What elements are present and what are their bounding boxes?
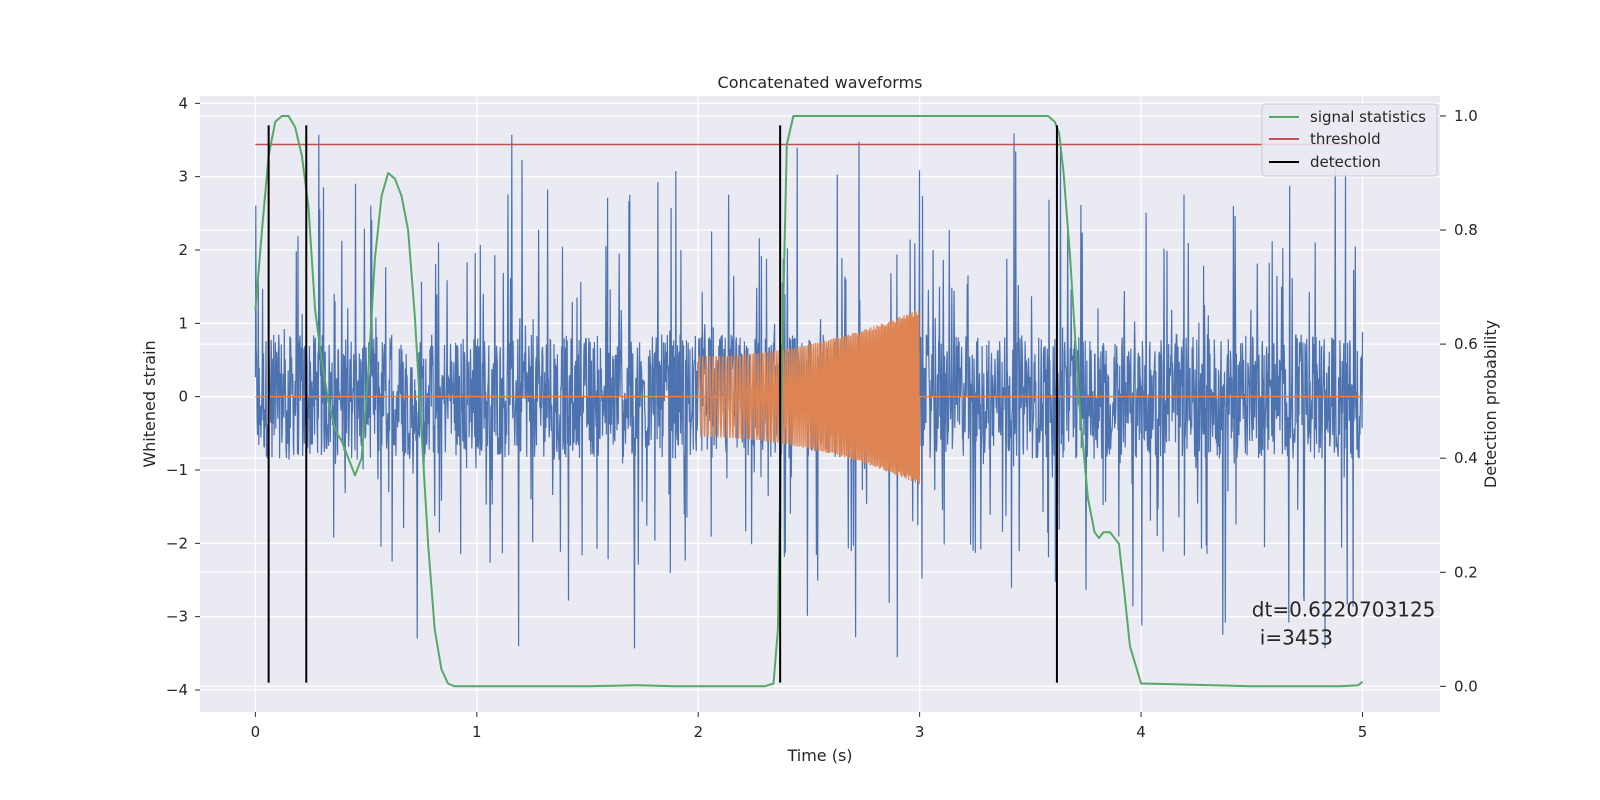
y2-tick-label: 0.4 [1454,449,1478,467]
y2-axis-ticks: 0.0 0.2 0.4 0.6 0.8 1.0 [1440,107,1478,695]
legend-label-detection: detection [1310,153,1381,171]
y-tick-label: 4 [178,94,188,112]
annotation-dt: dt=0.6220703125 [1252,598,1436,622]
legend-box [1261,103,1438,177]
y2-tick-label: 1.0 [1454,107,1478,125]
x-tick-label: 2 [693,723,703,741]
x-axis-ticks: 0 1 2 3 4 5 [251,712,1368,741]
legend: signal statistics threshold detection [1261,103,1438,177]
x-tick-label: 4 [1136,723,1146,741]
x-axis-label: Time (s) [786,746,852,765]
legend-label-threshold: threshold [1310,130,1381,148]
series-template-chirp [697,309,921,485]
y-tick-label: −4 [166,681,188,699]
x-tick-label: 5 [1358,723,1368,741]
x-tick-label: 0 [251,723,261,741]
y2-tick-label: 0.6 [1454,335,1478,353]
y2-tick-label: 0.0 [1454,677,1478,695]
y-tick-label: −3 [166,608,188,626]
series-signal-statistics [254,115,1364,688]
y-tick-label: −2 [166,534,188,552]
y-tick-label: 1 [178,314,188,332]
y-tick-label: 2 [178,241,188,259]
y-tick-label: 0 [178,388,188,406]
y2-tick-label: 0.2 [1454,563,1478,581]
legend-label-signal-statistics: signal statistics [1310,108,1426,126]
y-axis-label: Whitened strain [140,340,159,467]
y-tick-label: 3 [178,168,188,186]
y2-axis-label: Detection probability [1481,320,1500,488]
y-axis-ticks: −4 −3 −2 −1 0 1 2 3 4 [166,94,200,699]
chart-title: Concatenated waveforms [718,73,923,92]
y2-tick-label: 0.8 [1454,221,1478,239]
x-tick-label: 3 [915,723,925,741]
y-tick-label: −1 [166,461,188,479]
x-tick-label: 1 [472,723,482,741]
annotation-index: i=3453 [1260,626,1333,650]
plot-area [254,115,1364,688]
